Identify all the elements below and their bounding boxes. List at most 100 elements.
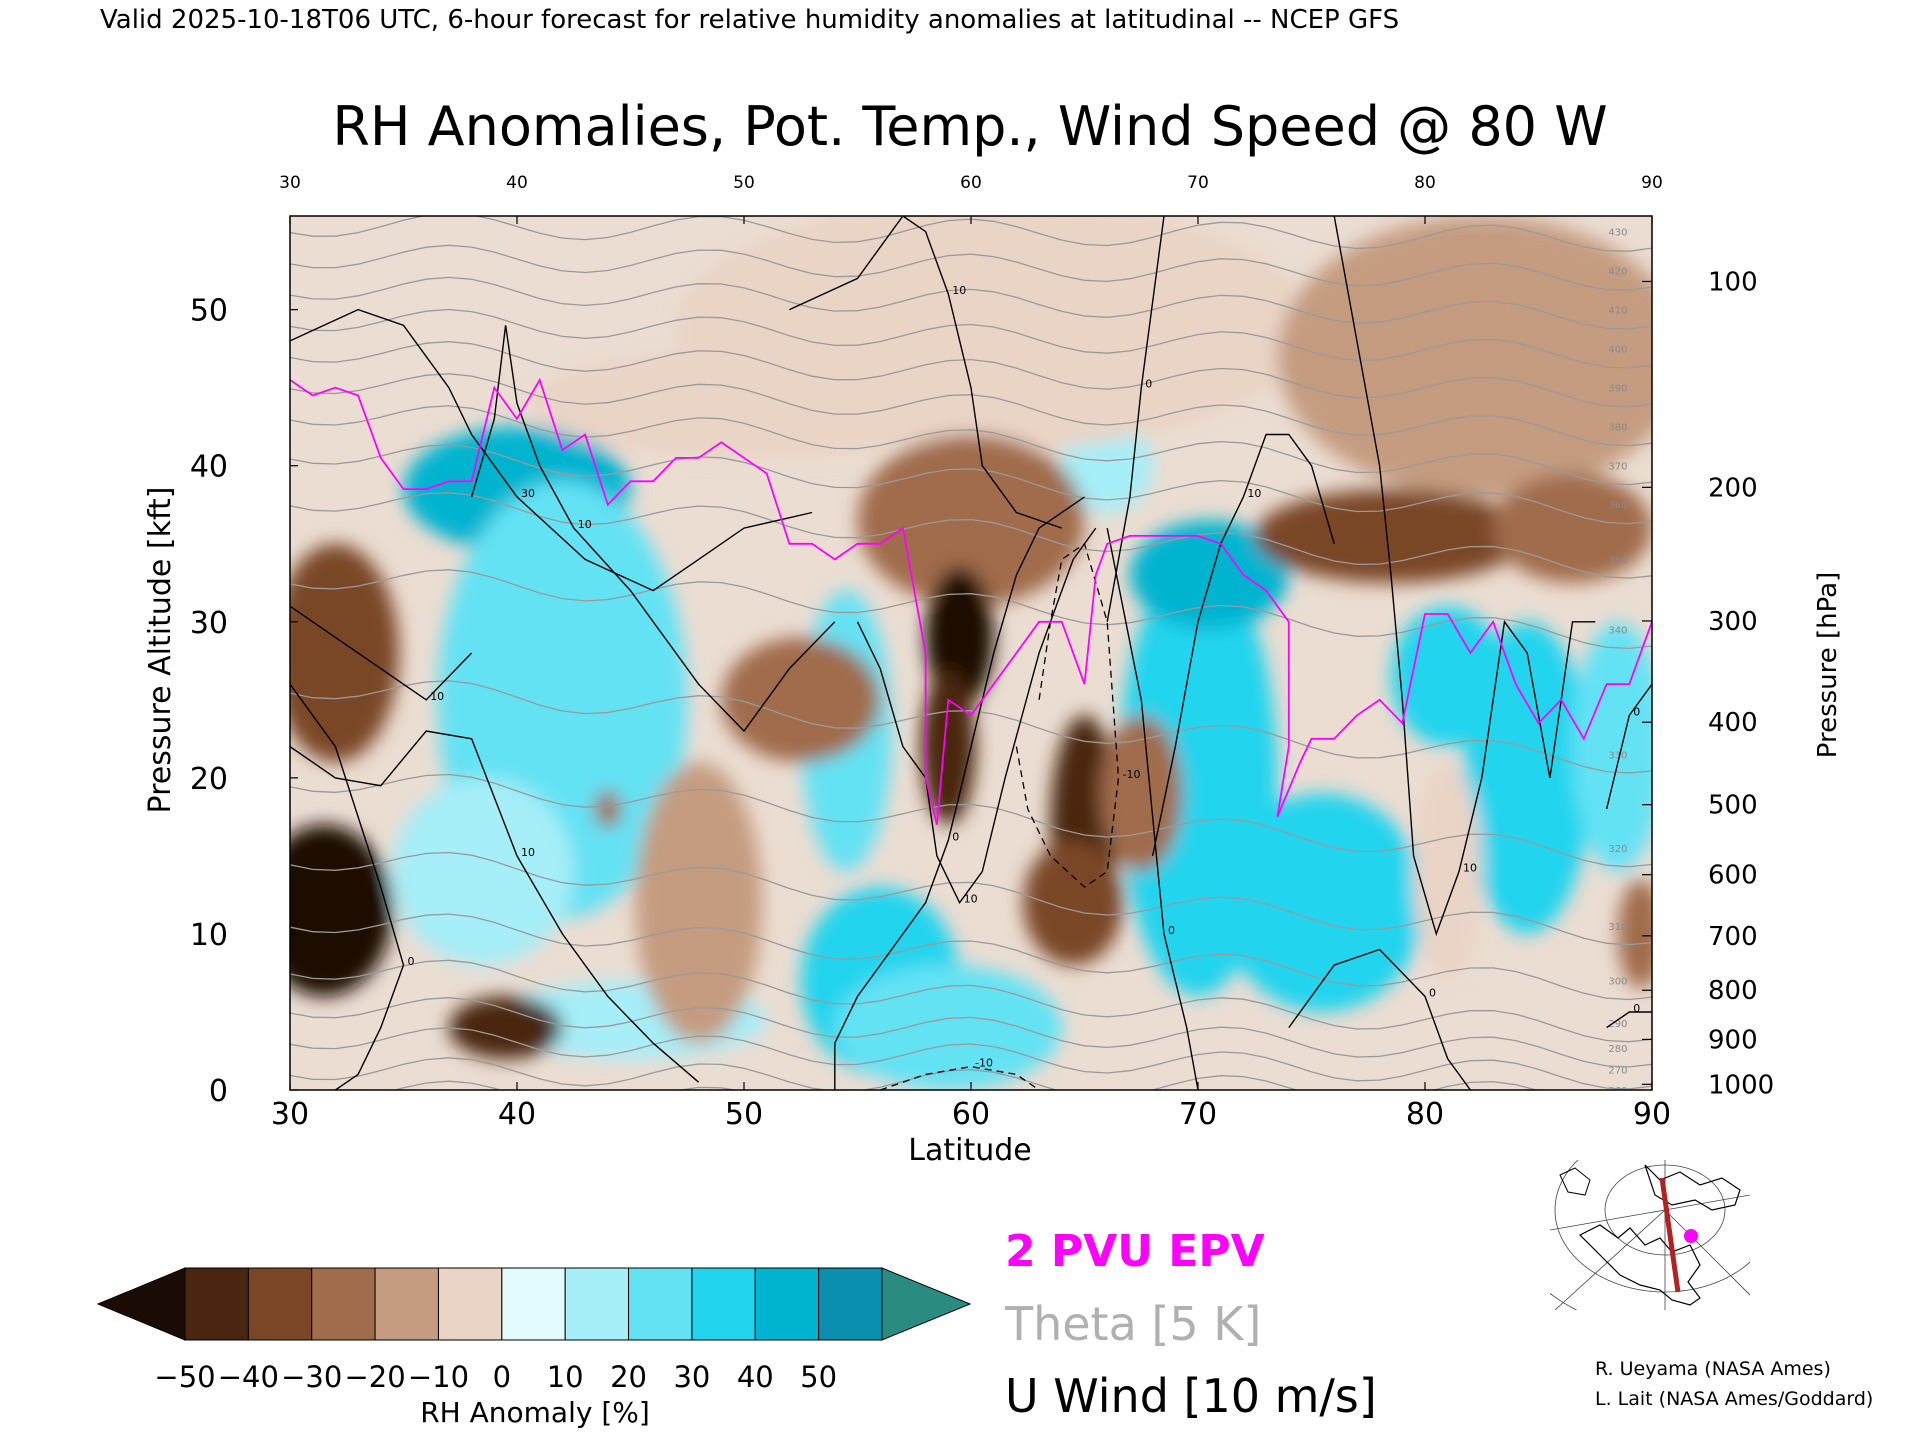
epv-2pvu-line xyxy=(290,377,1652,825)
theta-contour-line xyxy=(290,851,1652,946)
u-wind-contour-label: 0 xyxy=(1633,705,1640,718)
rh-anomaly-blob xyxy=(1493,473,1652,583)
u-wind-contour-label: 0 xyxy=(1429,986,1436,999)
y-tick-label: 50 xyxy=(190,294,228,329)
u-wind-contour-label: 10 xyxy=(578,518,592,531)
pressure-axis-ticks: 100 200 300 400 500 600 700 800 900 1000 xyxy=(1642,267,1774,1100)
theta-contour-label: 340 xyxy=(1608,625,1627,636)
theta-contour-line xyxy=(290,276,1652,330)
u-wind-contour-line xyxy=(1333,216,1596,937)
pressure-tick-label: 600 xyxy=(1708,861,1758,891)
x-top-tick-label: 70 xyxy=(1187,173,1209,193)
rh-anomaly-blob xyxy=(1220,793,1425,1012)
colorbar-label: RH Anomaly [%] xyxy=(420,1396,650,1429)
colorbar-tick-label: −40 xyxy=(218,1360,279,1394)
u-wind-contour-line xyxy=(789,216,1063,529)
map-meridian xyxy=(1664,1194,1750,1211)
theta-contour-label: 420 xyxy=(1608,267,1627,278)
map-coastline xyxy=(1578,1224,1701,1306)
x-top-tick-label: 40 xyxy=(506,173,528,193)
chart-title: RH Anomalies, Pot. Temp., Wind Speed @ 8… xyxy=(332,95,1607,158)
u-wind-contour-label: 0 xyxy=(1633,1002,1640,1015)
u-wind-contour-label: 10 xyxy=(1463,862,1477,875)
x-top-tick-label: 90 xyxy=(1641,173,1663,193)
u-wind-contour-label: 10 xyxy=(964,893,978,906)
rh-anomaly-blob xyxy=(1277,216,1652,497)
colorbar-swatch xyxy=(374,1267,439,1341)
theta-contour-label: 410 xyxy=(1608,306,1627,317)
colorbar-swatch xyxy=(754,1267,820,1341)
y-axis-label: Pressure Altitude [kft] xyxy=(143,487,178,814)
pressure-tick-label: 400 xyxy=(1708,708,1758,738)
rh-anomaly-blob xyxy=(594,790,622,828)
y-tick-label: 10 xyxy=(190,918,228,953)
theta-contour-line xyxy=(290,680,1652,774)
pressure-tick-label: 900 xyxy=(1708,1025,1758,1055)
rh-anomaly-blob xyxy=(1572,621,1652,872)
rh-anomaly-blob xyxy=(834,965,1062,1090)
pressure-tick-label: 200 xyxy=(1708,473,1758,503)
legend-u-wind: U Wind [10 m/s] xyxy=(1005,1369,1377,1423)
u-wind-contour-line xyxy=(290,605,473,701)
u-wind-contour-label: 0 xyxy=(1145,378,1152,391)
rh-anomaly-blob xyxy=(1463,621,1591,934)
pressure-axis-label: Pressure [hPa] xyxy=(1813,572,1843,759)
colorbar-swatch xyxy=(184,1267,249,1341)
theta-contour-label: 260 xyxy=(1608,1086,1627,1097)
colorbar-tick-label: 20 xyxy=(610,1360,647,1394)
u-wind-contour-line xyxy=(470,325,836,733)
pressure-tick-label: 100 xyxy=(1708,267,1758,297)
theta-contour-label: 350 xyxy=(1608,555,1627,566)
theta-contour-line xyxy=(290,997,1652,1068)
theta-contour-line xyxy=(290,444,1652,525)
x-top-tick-label: 30 xyxy=(279,173,301,193)
theta-contour-label: 250 xyxy=(1608,1109,1627,1120)
x-tick-label: 70 xyxy=(1179,1097,1217,1132)
u-wind-contour-label: -10 xyxy=(1123,768,1141,781)
x-tick-label: 60 xyxy=(952,1097,990,1132)
theta-contour-line xyxy=(290,1057,1539,1090)
colorbar: −50 −40 −30 −20 −10 0 10 20 30 40 50 xyxy=(96,1267,972,1394)
map-coastline xyxy=(1559,1167,1591,1196)
map-marker xyxy=(1684,1229,1698,1243)
y-tick-label: 0 xyxy=(209,1074,228,1109)
rh-anomaly-blob xyxy=(290,824,393,997)
rh-anomaly-field xyxy=(290,216,1652,1090)
pressure-tick-label: 300 xyxy=(1708,607,1758,637)
colorbar-tick-label: −10 xyxy=(408,1360,469,1394)
theta-contour-line xyxy=(290,308,1652,369)
colorbar-tick-label: 10 xyxy=(547,1360,584,1394)
theta-contour-label: 310 xyxy=(1608,922,1627,933)
x-tick-label: 90 xyxy=(1633,1097,1671,1132)
theta-contour-line xyxy=(290,959,1652,1043)
u-wind-negative-contour-line xyxy=(1015,542,1120,888)
theta-contour-label: 320 xyxy=(1608,844,1627,855)
theta-contour-label: 370 xyxy=(1608,462,1627,473)
y-tick-label: 30 xyxy=(190,606,228,641)
map-coastline xyxy=(1644,1164,1741,1211)
theta-contour-line xyxy=(290,341,1652,408)
rh-anomaly-blob xyxy=(1129,520,1289,630)
map-meridian xyxy=(1554,1209,1666,1310)
theta-contour-line xyxy=(290,492,1652,579)
colorbar-tick-label: −20 xyxy=(344,1360,405,1394)
rh-anomaly-blob xyxy=(290,543,399,763)
plot-area: 2502602702802903003103203303403503603703… xyxy=(190,173,1774,1132)
colorbar-swatch xyxy=(628,1267,693,1341)
theta-contour-label: 290 xyxy=(1608,1019,1627,1030)
u-wind-negative-contour-line xyxy=(879,1065,1040,1090)
theta-contour-label: 270 xyxy=(1608,1066,1627,1077)
colorbar-tick-label: 50 xyxy=(800,1360,837,1394)
u-wind-contour-line xyxy=(1605,683,1652,810)
theta-contour-line xyxy=(290,913,1652,1001)
theta-contour-label: 430 xyxy=(1608,228,1627,239)
u-wind-contour-line xyxy=(1151,433,1335,857)
map-meridian xyxy=(1664,1209,1750,1296)
epv-2pvu-contour xyxy=(290,377,1652,825)
theta-contour-label: 280 xyxy=(1608,1044,1627,1055)
map-meridian xyxy=(1550,1209,1666,1231)
x-tick-label: 40 xyxy=(498,1097,536,1132)
theta-contour-line xyxy=(290,373,1652,447)
colorbar-swatch xyxy=(437,1267,503,1341)
y-axis-ticks: 0 10 20 30 40 50 xyxy=(190,294,298,1109)
